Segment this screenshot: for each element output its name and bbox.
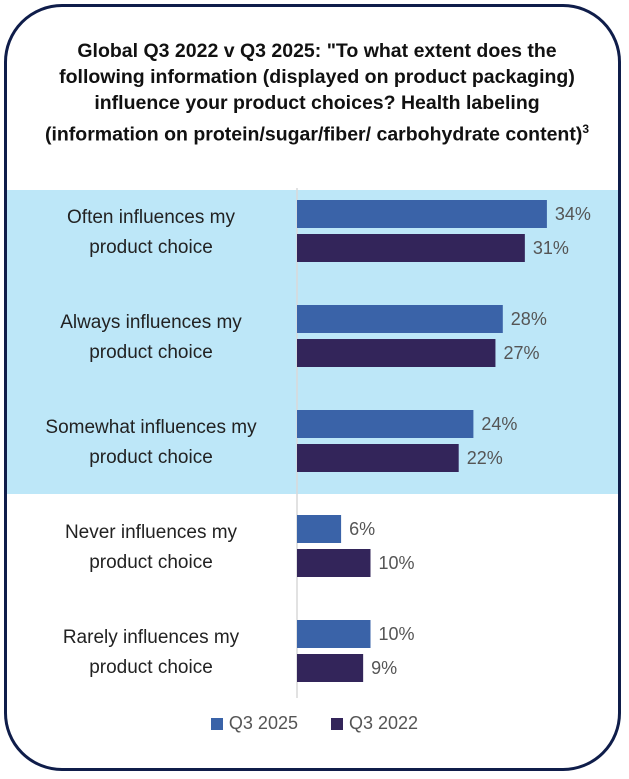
data-label: 9%	[371, 658, 398, 678]
bar-q3-2022	[297, 444, 459, 472]
category-label-line: product choice	[89, 342, 213, 363]
bar-q3-2025	[297, 200, 547, 228]
data-label: 24%	[481, 414, 518, 434]
bar-q3-2025	[297, 410, 474, 438]
data-label: 27%	[503, 343, 540, 363]
legend-item-q3-2025: Q3 2025	[210, 713, 298, 734]
title-superscript: 3	[582, 122, 590, 136]
category-label-line: product choice	[89, 447, 213, 468]
category-label: Always influences my product choice	[22, 308, 280, 368]
category-label: Somewhat influences my product choice	[22, 413, 280, 473]
legend-swatch-q3-2025	[210, 718, 223, 730]
category-label-line: product choice	[89, 237, 213, 258]
bar-q3-2025	[297, 305, 503, 333]
category-label: Often influences my product choice	[22, 203, 280, 263]
legend-label-q3-2022: Q3 2022	[349, 713, 419, 733]
bar-q3-2022	[297, 549, 371, 577]
bar-q3-2022	[297, 339, 496, 367]
legend-swatch-q3-2022	[331, 718, 343, 730]
data-label: 22%	[466, 448, 503, 468]
bar-q3-2025	[297, 620, 371, 648]
legend-item-q3-2022: Q3 2022	[331, 713, 418, 734]
data-label: 6%	[349, 519, 376, 539]
category-label-line: Always influences my	[60, 312, 242, 333]
data-label: 34%	[554, 204, 591, 224]
category-label-line: product choice	[89, 552, 213, 573]
legend: Q3 2025 Q3 2022	[0, 713, 629, 734]
category-label-line: Never influences my	[64, 522, 238, 543]
bar-q3-2025	[297, 515, 342, 543]
bar-q3-2022	[297, 654, 364, 682]
category-label-line: Rarely influences my	[62, 627, 240, 648]
chart-title: Global Q3 2022 v Q3 2025: "To what exten…	[37, 38, 597, 148]
data-label: 31%	[532, 238, 569, 258]
data-label: 10%	[378, 553, 415, 573]
category-label: Rarely influences my product choice	[22, 623, 280, 683]
category-label: Never influences my product choice	[22, 518, 280, 578]
legend-label-q3-2025: Q3 2025	[228, 713, 298, 733]
category-label-line: Somewhat influences my	[45, 417, 257, 438]
bar-q3-2022	[297, 234, 525, 262]
category-label-line: product choice	[89, 657, 213, 678]
data-label: 28%	[510, 309, 547, 329]
chart-title-text: Global Q3 2022 v Q3 2025: "To what exten…	[44, 40, 583, 146]
data-label: 10%	[378, 624, 415, 644]
category-label-line: Often influences my	[67, 207, 235, 228]
